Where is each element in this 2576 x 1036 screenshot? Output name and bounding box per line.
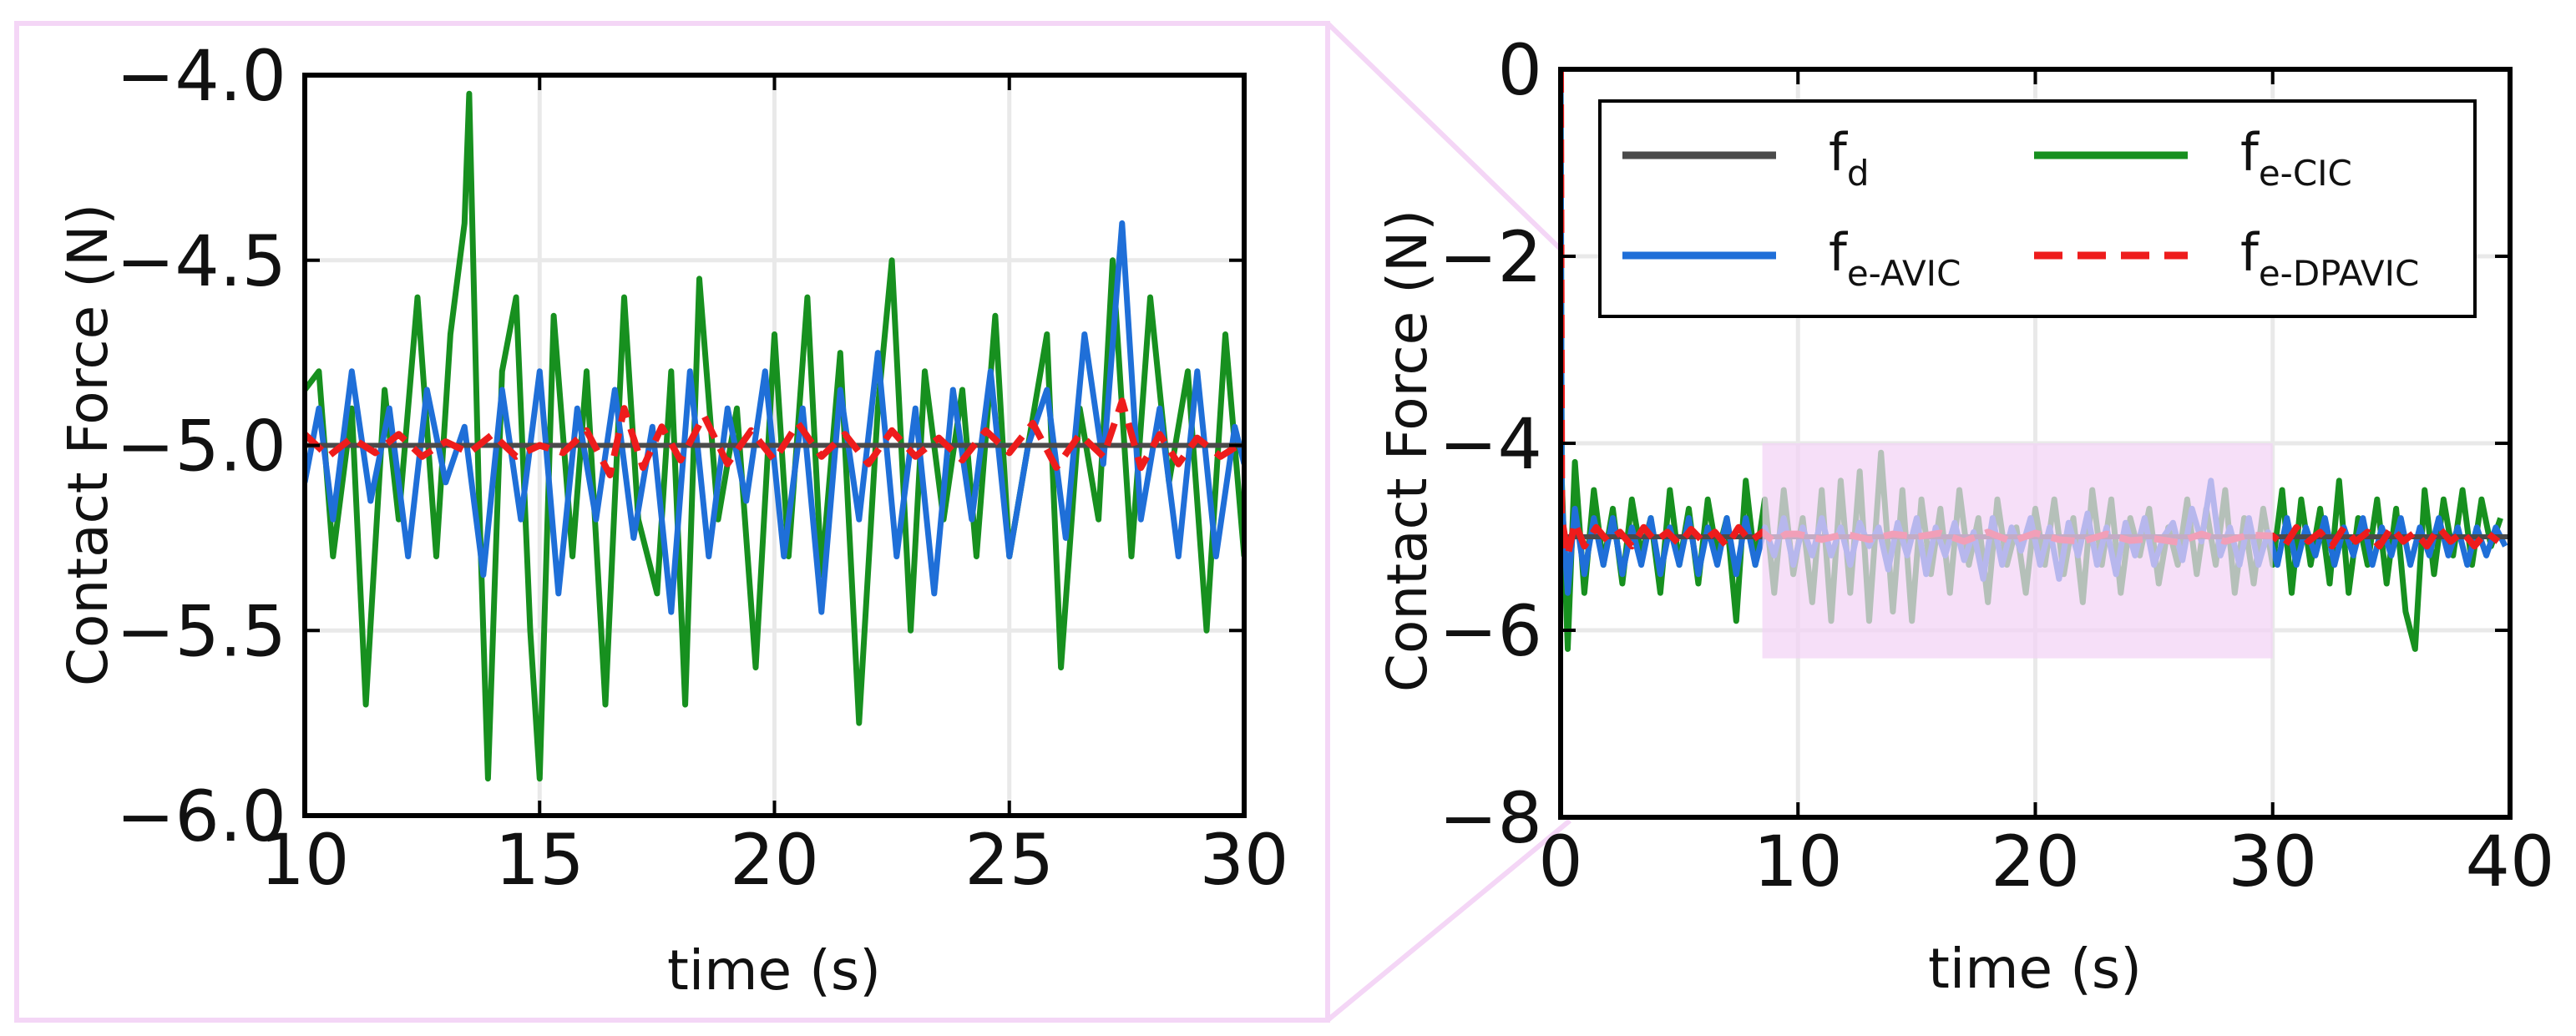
legend-fd-main: f xyxy=(1829,122,1849,183)
left-series-f-e-avic xyxy=(305,220,1244,615)
legend-entry-fe-dpavic: fe-DPAVIC xyxy=(2034,222,2419,294)
legend-fe-dpavic-main: f xyxy=(2240,222,2260,283)
legend-fe-cic-sub: e-CIC xyxy=(2259,153,2352,194)
legend-fe-avic-main: f xyxy=(1829,222,1849,283)
legend: fd fe-CIC fe-AVIC fe-DPAVIC xyxy=(1598,99,2477,318)
legend-fd-sub: d xyxy=(1847,153,1870,194)
legend-entry-fd: fd xyxy=(1622,122,1870,194)
left-x-tick-label: 20 xyxy=(730,819,819,901)
left-x-tick-label: 15 xyxy=(495,819,585,901)
left-x-tick-label: 10 xyxy=(261,819,350,901)
left-x-tick-label: 30 xyxy=(1200,819,1289,901)
legend-entry-fe-avic: fe-AVIC xyxy=(1622,222,1961,294)
legend-label-fe-avic: fe-AVIC xyxy=(1829,222,1961,294)
left-chart-panel: 10 15 20 25 30−4.0−4.5−5.0−5.5−6.0 time (s) … xyxy=(56,35,1288,1003)
left-series-f-e-cic xyxy=(305,90,1244,782)
left-ticks: 10 15 20 25 30 −4.0 −4.5 −5.0 −5.5 −6.0 xyxy=(116,35,1288,901)
right-y-axis-title: Contact Force (N) xyxy=(1375,210,1440,692)
right-y-tick-label: −8 xyxy=(1439,777,1542,859)
left-x-tick-label: 25 xyxy=(964,819,1054,901)
left-series-group xyxy=(305,90,1244,782)
right-x-tick-label: 20 xyxy=(1991,821,2080,902)
zoom-connector-bottom xyxy=(1326,818,1571,1023)
left-y-tick-label: −4.0 xyxy=(116,35,286,117)
right-x-tick-label: 0 xyxy=(1538,821,1582,902)
zoom-frame xyxy=(14,21,1330,1023)
right-x-axis-title: time (s) xyxy=(1928,937,2142,1001)
legend-label-fd: fd xyxy=(1829,122,1870,194)
right-y-tick-label: −4 xyxy=(1439,403,1542,485)
right-x-tick-label: 10 xyxy=(1754,821,1843,902)
legend-label-fe-dpavic: fe-DPAVIC xyxy=(2240,222,2419,294)
left-y-tick-label: −6.0 xyxy=(116,776,286,857)
right-x-tick-label: 30 xyxy=(2228,821,2317,902)
left-x-axis-title: time (s) xyxy=(667,938,881,1003)
left-y-tick-label: −5.0 xyxy=(116,406,286,488)
legend-fe-avic-sub: e-AVIC xyxy=(1847,253,1961,294)
legend-fe-cic-main: f xyxy=(2240,122,2260,183)
left-y-tick-label: −5.5 xyxy=(116,590,286,672)
highlight-region xyxy=(1762,443,2273,659)
right-ticks: 0 10 20 30 40 0 −2 −4 −6 −8 xyxy=(1439,29,2554,902)
right-y-tick-label: −2 xyxy=(1439,216,1542,298)
legend-box xyxy=(1598,99,2477,318)
right-y-tick-label: −6 xyxy=(1439,590,1542,672)
left-y-axis-title: Contact Force (N) xyxy=(56,204,120,686)
right-y-tick-label: 0 xyxy=(1498,29,1542,111)
left-y-tick-label: −4.5 xyxy=(116,220,286,302)
right-chart-panel: 0 10 20 30 40 0 −2 −4 −6 −8 time (s) Contact Forc… xyxy=(1375,29,2554,1001)
legend-fe-dpavic-sub: e-DPAVIC xyxy=(2259,253,2419,294)
legend-entry-fe-cic: fe-CIC xyxy=(2034,122,2352,194)
legend-label-fe-cic: fe-CIC xyxy=(2240,122,2352,194)
right-x-tick-label: 40 xyxy=(2466,821,2555,902)
